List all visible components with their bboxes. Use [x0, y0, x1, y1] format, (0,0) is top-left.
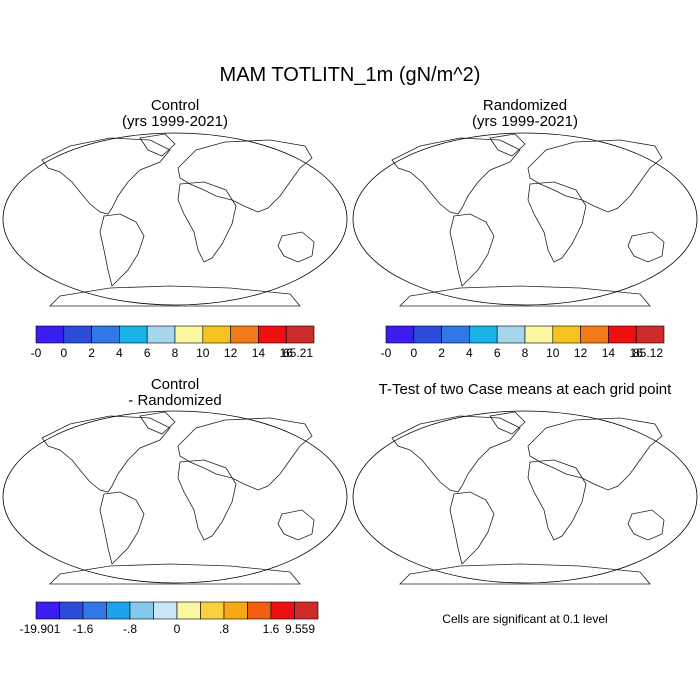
colorbar-tick-label: .8 [219, 622, 229, 636]
colorbar-tick-label: 16 [280, 346, 294, 360]
colorbar-tick-label: 1.6 [263, 622, 280, 636]
figure-title: MAM TOTLITN_1m (gN/m^2) [219, 64, 481, 86]
colorbar-swatch [635, 325, 665, 344]
colorbar-tick-label: 8 [522, 346, 529, 360]
control-title-line2: (yrs 1999-2021) [122, 113, 228, 130]
colorbar-swatch [153, 601, 178, 620]
colorbar-tick-label: -.8 [123, 622, 137, 636]
difference-colorbar: -19.901 -1.6 -.8 0 .8 1.6 9.559 [20, 601, 319, 636]
colorbar-tick-label: -19.901 [20, 622, 61, 636]
colorbar-tick-label: 0 [410, 346, 417, 360]
colorbar-tick-label: 0 [60, 346, 67, 360]
colorbar-swatch [202, 325, 231, 344]
colorbar-swatch [35, 325, 65, 344]
colorbar-swatch [223, 601, 248, 620]
ttest-map [352, 410, 698, 585]
difference-panel-title: Control - Randomized [50, 377, 300, 409]
colorbar-swatch [524, 325, 554, 344]
colorbar-tick-label: -0 [31, 346, 42, 360]
ttest-title-line1: T-Test of two Case means at each grid po… [378, 381, 672, 398]
colorbar-tick-label: -0 [381, 346, 392, 360]
colorbar-tick-label: 2 [438, 346, 445, 360]
colorbar-swatch [270, 601, 295, 620]
colorbar-swatch [230, 325, 259, 344]
colorbar-tick-label: 8 [172, 346, 179, 360]
colorbar-tick-label: 85.12 [633, 346, 663, 360]
colorbar-swatch [580, 325, 609, 344]
colorbar-swatch [176, 601, 201, 620]
globe-outline [2, 410, 348, 584]
colorbar-tick-label: 12 [574, 346, 588, 360]
control-panel-title: Control (yrs 1999-2021) [50, 98, 300, 130]
difference-title-line2: - Randomized [128, 392, 222, 409]
colorbar-tick-label: 12 [224, 346, 238, 360]
randomized-title-line1: Randomized [482, 97, 568, 114]
colorbar-swatch [35, 601, 60, 620]
colorbar-tick-label: 9.559 [285, 622, 315, 636]
colorbar-swatch [285, 325, 315, 344]
colorbar-swatch [146, 325, 176, 344]
colorbar-swatch [106, 601, 131, 620]
colorbar-swatch [91, 325, 120, 344]
difference-title-line1: Control [150, 376, 200, 393]
control-map [2, 132, 348, 307]
colorbar-swatch [119, 325, 148, 344]
colorbar-swatch [174, 325, 204, 344]
colorbar-swatch [608, 325, 637, 344]
randomized-map [352, 132, 698, 307]
colorbar-tick-label: -1.6 [73, 622, 94, 636]
colorbar-tick-label: 2 [88, 346, 95, 360]
colorbar-swatch [413, 325, 442, 344]
colorbar-tick-label: 65.21 [283, 346, 313, 360]
colorbar-tick-label: 6 [494, 346, 501, 360]
control-title-line1: Control [150, 97, 200, 114]
colorbar-tick-label: 16 [630, 346, 644, 360]
difference-map [2, 410, 348, 585]
globe-outline [2, 132, 348, 306]
ttest-panel-title: T-Test of two Case means at each grid po… [350, 382, 700, 398]
colorbar-swatch [247, 601, 272, 620]
colorbar-swatch [258, 325, 287, 344]
colorbar-swatch [294, 601, 319, 620]
colorbar-tick-label: 10 [546, 346, 560, 360]
randomized-panel-title: Randomized (yrs 1999-2021) [400, 98, 650, 130]
colorbar-swatch [82, 601, 107, 620]
colorbar-swatch [441, 325, 470, 344]
colorbar-tick-label: 4 [466, 346, 473, 360]
globe-outline [352, 132, 698, 306]
randomized-title-line2: (yrs 1999-2021) [472, 113, 578, 130]
colorbar-swatch [200, 601, 225, 620]
colorbar-tick-label: 14 [252, 346, 266, 360]
colorbar-swatch [59, 601, 84, 620]
globe-outline [352, 410, 698, 584]
colorbar-swatch [63, 325, 92, 344]
colorbar-swatch [469, 325, 498, 344]
colorbar-tick-label: 10 [196, 346, 210, 360]
colorbar-tick-label: 14 [602, 346, 616, 360]
significance-note: Cells are significant at 0.1 level [442, 612, 608, 626]
colorbar-tick-label: 6 [144, 346, 151, 360]
colorbar-swatch [385, 325, 415, 344]
colorbar-swatch [552, 325, 581, 344]
colorbar-tick-label: 0 [174, 622, 181, 636]
colorbar-tick-label: 4 [116, 346, 123, 360]
colorbar-swatch [129, 601, 154, 620]
colorbar-swatch [496, 325, 526, 344]
